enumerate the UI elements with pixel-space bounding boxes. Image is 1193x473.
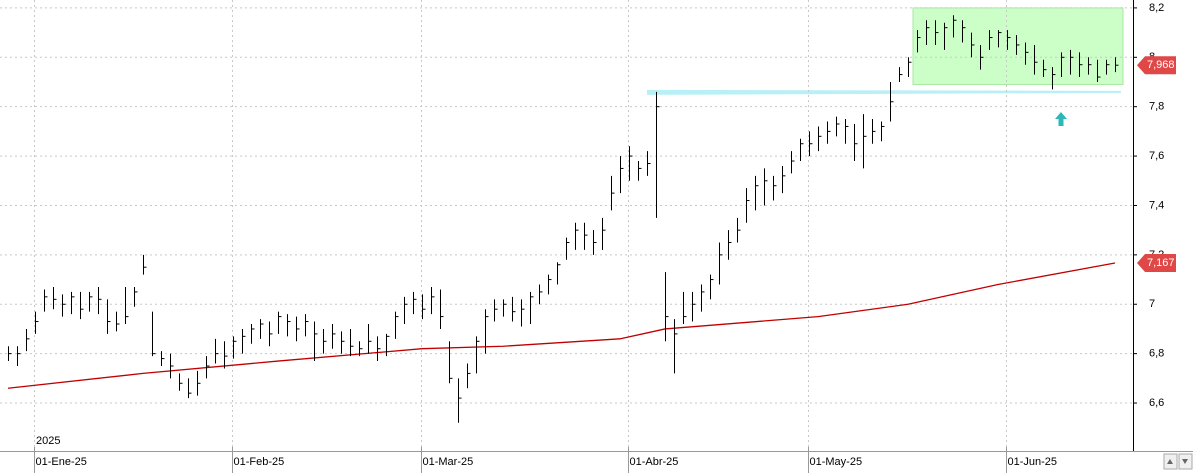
y-tick-label: 7,6	[1149, 150, 1164, 162]
y-tick-label: 7	[1149, 298, 1155, 310]
x-tick-label: 01-May-25	[810, 456, 863, 468]
x-tick-label: 01-Feb-25	[234, 456, 285, 468]
price-label: 7,167	[1147, 257, 1175, 269]
x-tick-label: 01-Jun-25	[1008, 456, 1058, 468]
y-tick-label: 6,8	[1149, 348, 1164, 360]
x-tick-label: 01-Ene-25	[36, 456, 87, 468]
price-label-box	[1137, 254, 1176, 273]
price-label-box	[1137, 56, 1176, 75]
x-tick-label: 01-Mar-25	[423, 456, 474, 468]
moving-average	[7, 262, 1116, 389]
scroll-icon	[1182, 459, 1188, 464]
support-band	[647, 89, 1121, 95]
y-tick-label: 6,6	[1149, 397, 1164, 409]
x-tick-label: 01-Abr-25	[630, 456, 679, 468]
arrow	[1055, 112, 1067, 127]
y-tick-label: 7,4	[1149, 199, 1164, 211]
scroll-icon	[1167, 459, 1173, 464]
y-tick-label: 8,2	[1149, 2, 1164, 14]
year-label: 2025	[36, 435, 60, 447]
price-label: 7,968	[1147, 59, 1175, 71]
y-tick-label: 7,8	[1149, 101, 1164, 113]
